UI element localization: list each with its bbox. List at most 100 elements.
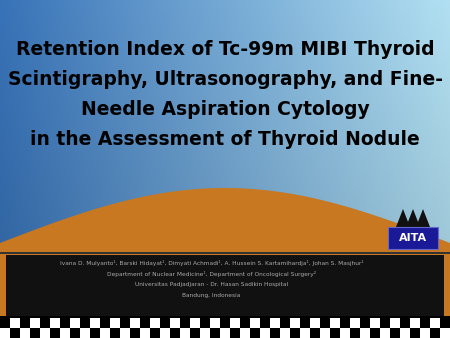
- Bar: [260, 328, 270, 338]
- Bar: [200, 328, 210, 338]
- Bar: [140, 328, 150, 338]
- Bar: [190, 328, 200, 338]
- Bar: [340, 328, 350, 338]
- Bar: [0, 252, 450, 254]
- Bar: [60, 318, 70, 328]
- Bar: [270, 318, 280, 328]
- Bar: [330, 328, 340, 338]
- Bar: [180, 328, 190, 338]
- Bar: [90, 328, 100, 338]
- Bar: [330, 318, 340, 328]
- Bar: [420, 328, 430, 338]
- Bar: [350, 328, 360, 338]
- Bar: [220, 318, 230, 328]
- Bar: [60, 328, 70, 338]
- Bar: [0, 318, 10, 328]
- Text: Bandung, Indonesia: Bandung, Indonesia: [182, 293, 241, 298]
- Polygon shape: [396, 209, 410, 227]
- Bar: [110, 318, 120, 328]
- Bar: [380, 328, 390, 338]
- Bar: [70, 328, 80, 338]
- Bar: [30, 328, 40, 338]
- Bar: [380, 318, 390, 328]
- Bar: [360, 318, 370, 328]
- Bar: [230, 318, 240, 328]
- Bar: [50, 318, 60, 328]
- Bar: [430, 318, 440, 328]
- Bar: [260, 318, 270, 328]
- Bar: [280, 318, 290, 328]
- Bar: [30, 318, 40, 328]
- Bar: [100, 328, 110, 338]
- Bar: [90, 318, 100, 328]
- Bar: [310, 328, 320, 338]
- Bar: [388, 227, 438, 249]
- Text: Scintigraphy, Ultrasonography, and Fine-: Scintigraphy, Ultrasonography, and Fine-: [8, 70, 442, 89]
- Bar: [300, 328, 310, 338]
- Polygon shape: [416, 209, 430, 227]
- Bar: [210, 318, 220, 328]
- Bar: [20, 318, 30, 328]
- Text: AITA: AITA: [399, 233, 427, 243]
- Bar: [120, 328, 130, 338]
- Text: in the Assessment of Thyroid Nodule: in the Assessment of Thyroid Nodule: [30, 130, 420, 149]
- Bar: [120, 318, 130, 328]
- Bar: [390, 318, 400, 328]
- Bar: [190, 318, 200, 328]
- Bar: [400, 318, 410, 328]
- Bar: [320, 328, 330, 338]
- Bar: [6, 255, 444, 316]
- Bar: [180, 318, 190, 328]
- Bar: [280, 328, 290, 338]
- Bar: [390, 328, 400, 338]
- Bar: [140, 318, 150, 328]
- Bar: [130, 328, 140, 338]
- Bar: [50, 328, 60, 338]
- Bar: [310, 318, 320, 328]
- Bar: [370, 318, 380, 328]
- Bar: [110, 328, 120, 338]
- Bar: [0, 253, 4, 338]
- Polygon shape: [406, 209, 420, 227]
- Bar: [370, 328, 380, 338]
- Text: Needle Aspiration Cytology: Needle Aspiration Cytology: [81, 100, 369, 119]
- Text: Universitas Padjadjaran - Dr. Hasan Sadikin Hospital: Universitas Padjadjaran - Dr. Hasan Sadi…: [135, 282, 288, 287]
- Bar: [230, 328, 240, 338]
- Bar: [0, 328, 10, 338]
- Bar: [320, 318, 330, 328]
- Bar: [70, 318, 80, 328]
- Bar: [440, 328, 450, 338]
- Bar: [0, 249, 450, 253]
- Bar: [250, 328, 260, 338]
- Text: Retention Index of Tc-99m MIBI Thyroid: Retention Index of Tc-99m MIBI Thyroid: [16, 40, 434, 59]
- Bar: [350, 318, 360, 328]
- Bar: [130, 318, 140, 328]
- Bar: [400, 328, 410, 338]
- Bar: [10, 328, 20, 338]
- Bar: [430, 328, 440, 338]
- Bar: [290, 318, 300, 328]
- Bar: [440, 318, 450, 328]
- Bar: [446, 253, 450, 338]
- Bar: [150, 318, 160, 328]
- Bar: [80, 318, 90, 328]
- Bar: [210, 328, 220, 338]
- Bar: [340, 318, 350, 328]
- Bar: [410, 318, 420, 328]
- Bar: [10, 318, 20, 328]
- Bar: [40, 328, 50, 338]
- Polygon shape: [0, 188, 450, 338]
- Bar: [80, 328, 90, 338]
- Bar: [170, 318, 180, 328]
- Bar: [410, 328, 420, 338]
- Bar: [150, 328, 160, 338]
- Bar: [250, 318, 260, 328]
- Bar: [290, 328, 300, 338]
- Bar: [240, 328, 250, 338]
- Bar: [100, 318, 110, 328]
- Bar: [20, 328, 30, 338]
- Bar: [420, 318, 430, 328]
- Bar: [0, 316, 450, 318]
- Text: Department of Nuclear Medicine¹, Department of Oncological Surgery²: Department of Nuclear Medicine¹, Departm…: [107, 271, 316, 277]
- Text: Ivana D. Mulyanto¹, Barski Hidayat¹, Dimyati Achmadi¹, A. Hussein S. Kartamihard: Ivana D. Mulyanto¹, Barski Hidayat¹, Dim…: [60, 260, 363, 266]
